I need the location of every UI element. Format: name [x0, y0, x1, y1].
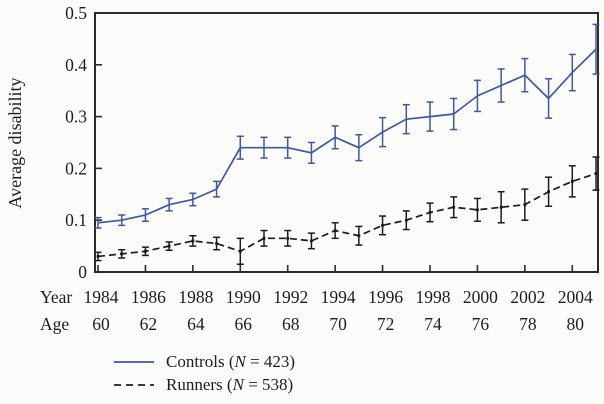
- legend-item-controls: Controls (N = 423): [112, 351, 295, 373]
- x-tick-age-label: 66: [235, 314, 253, 334]
- runners-marker: [167, 244, 171, 248]
- runners-marker: [144, 249, 147, 253]
- x-tick-year-label: 2004: [558, 287, 593, 307]
- legend-series-name: Runners: [166, 375, 223, 394]
- runners-marker: [476, 208, 479, 212]
- x-tick-year-label: 1986: [131, 287, 166, 307]
- runners-marker: [428, 211, 432, 214]
- x-tick-year-label: 1996: [368, 287, 403, 307]
- x-tick-age-label: 70: [329, 314, 347, 334]
- x-row-header-age: Age: [40, 314, 69, 334]
- x-tick-year-label: 1994: [321, 287, 356, 307]
- y-tick-label: 0.4: [65, 55, 87, 75]
- controls-line: [97, 48, 597, 224]
- runners-marker: [310, 239, 313, 243]
- runners-marker: [96, 255, 100, 258]
- controls-line-swatch: [114, 361, 154, 363]
- runners-marker: [404, 218, 408, 222]
- legend-n-symbol: N: [232, 375, 244, 394]
- legend-n-value: = 423): [245, 352, 296, 371]
- runners-marker: [191, 239, 195, 243]
- x-tick-age-label: 60: [92, 314, 110, 334]
- runners-marker: [120, 252, 124, 256]
- runners-marker: [333, 229, 337, 232]
- runners-marker: [286, 236, 290, 240]
- legend-n-symbol: N: [234, 352, 246, 371]
- runners-marker: [381, 223, 384, 227]
- x-tick-age-label: 64: [187, 314, 205, 334]
- x-tick-year-label: 1998: [416, 287, 451, 307]
- x-tick-year-label: 2002: [510, 287, 545, 307]
- legend: Controls (N = 423) Runners (N = 538): [112, 351, 295, 396]
- runners-marker: [262, 236, 266, 240]
- x-tick-year-label: 1984: [84, 287, 119, 307]
- legend-n-value: = 538): [243, 375, 294, 394]
- x-tick-year-label: 1988: [178, 287, 213, 307]
- y-tick-label: 0: [78, 262, 87, 282]
- runners-marker: [523, 203, 527, 207]
- runners-marker: [547, 190, 550, 194]
- legend-item-runners: Runners (N = 538): [112, 374, 295, 396]
- runners-marker: [357, 234, 361, 238]
- runners-line: [97, 172, 597, 258]
- x-tick-age-label: 76: [472, 314, 490, 334]
- legend-label-runners: Runners (N = 538): [166, 374, 293, 396]
- runners-marker: [452, 205, 456, 209]
- runners-marker: [499, 205, 503, 209]
- x-tick-age-label: 74: [424, 314, 442, 334]
- legend-paren: (: [226, 375, 233, 394]
- runners-marker: [238, 249, 242, 253]
- x-tick-year-label: 1990: [226, 287, 261, 307]
- x-tick-age-label: 62: [140, 314, 158, 334]
- y-tick-label: 0.1: [65, 210, 87, 230]
- y-tick-label: 0.5: [65, 3, 87, 23]
- x-tick-age-label: 80: [567, 314, 585, 334]
- runners-marker: [215, 242, 218, 245]
- y-axis-title: Average disability: [5, 77, 25, 208]
- x-tick-age-label: 72: [377, 314, 395, 334]
- runners-line-swatch: [114, 384, 154, 386]
- y-tick-label: 0.3: [65, 107, 87, 127]
- legend-label-controls: Controls (N = 423): [166, 351, 295, 373]
- x-tick-age-label: 68: [282, 314, 300, 334]
- plot-frame: [94, 12, 599, 273]
- x-row-header-year: Year: [40, 287, 72, 307]
- legend-paren: (: [228, 352, 235, 371]
- legend-series-name: Controls: [166, 352, 225, 371]
- x-tick-age-label: 78: [519, 314, 537, 334]
- y-tick-label: 0.2: [65, 158, 87, 178]
- x-tick-year-label: 1992: [273, 287, 308, 307]
- x-tick-year-label: 2000: [463, 287, 498, 307]
- runners-marker: [594, 172, 598, 175]
- runners-marker: [570, 179, 574, 183]
